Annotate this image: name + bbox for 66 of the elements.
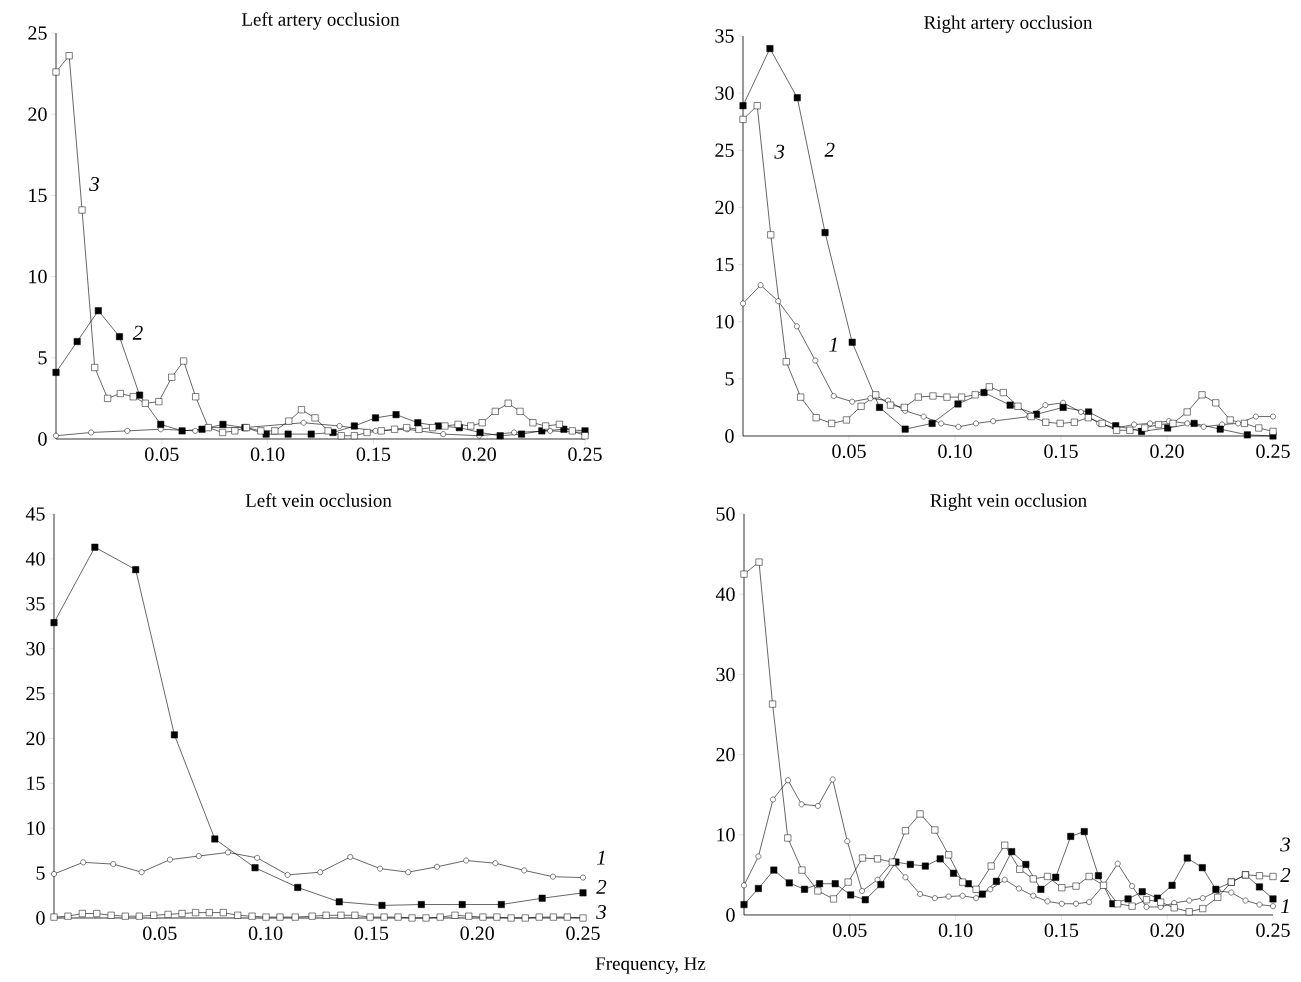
x-tick-label: 0.15 bbox=[354, 926, 389, 941]
x-tick-label: 0.10 bbox=[248, 926, 283, 941]
x-tick-label: 0.10 bbox=[938, 923, 973, 938]
x-tick-label: 0.25 bbox=[1256, 444, 1290, 459]
y-tick-label: 30 bbox=[715, 86, 734, 100]
x-tick-label: 0.15 bbox=[1044, 444, 1078, 459]
x-tick-label: 0.05 bbox=[145, 447, 179, 462]
x-tick-label: 0.20 bbox=[460, 926, 494, 941]
series-label: 3 bbox=[89, 176, 100, 192]
y-tick-label: 5 bbox=[38, 351, 47, 365]
series-label: 3 bbox=[1280, 837, 1290, 852]
series-label: 3 bbox=[596, 904, 606, 920]
y-tick-label: 15 bbox=[29, 188, 47, 203]
y-tick-label: 10 bbox=[717, 828, 735, 842]
x-tick-label: 0.20 bbox=[1150, 923, 1184, 938]
y-tick-label: 0 bbox=[726, 908, 735, 922]
y-tick-label: 40 bbox=[25, 552, 45, 566]
x-tick-label: 0.10 bbox=[938, 444, 972, 459]
y-tick-label: 10 bbox=[716, 314, 734, 329]
series-label: 2 bbox=[1280, 867, 1291, 882]
y-tick-label: 25 bbox=[26, 686, 45, 701]
x-tick-label: 0.05 bbox=[832, 444, 866, 459]
x-tick-label: 0.25 bbox=[1256, 923, 1290, 938]
x-tick-label: 0.10 bbox=[250, 447, 285, 462]
series-label: 2 bbox=[596, 879, 607, 894]
y-tick-label: 5 bbox=[36, 866, 45, 880]
y-tick-label: 15 bbox=[716, 257, 734, 272]
chart-title: Right artery occlusion bbox=[924, 15, 1093, 33]
y-tick-label: 45 bbox=[25, 507, 45, 521]
series-label: 1 bbox=[1280, 899, 1289, 914]
x-tick-label: 0.15 bbox=[356, 447, 391, 462]
y-tick-label: 0 bbox=[36, 911, 45, 925]
x-tick-label: 0.20 bbox=[462, 447, 496, 462]
series-label: 1 bbox=[829, 337, 837, 352]
y-tick-label: 20 bbox=[715, 200, 734, 215]
series-label: 3 bbox=[774, 144, 785, 159]
y-tick-label: 35 bbox=[26, 597, 45, 611]
y-tick-label: 20 bbox=[716, 747, 735, 762]
x-tick-label: 0.15 bbox=[1044, 923, 1079, 938]
y-tick-label: 35 bbox=[715, 29, 734, 43]
y-tick-label: 10 bbox=[29, 269, 47, 284]
y-tick-label: 50 bbox=[716, 507, 735, 521]
y-tick-label: 40 bbox=[715, 587, 735, 601]
series-label: 2 bbox=[132, 325, 143, 340]
y-tick-label: 30 bbox=[26, 641, 45, 656]
x-tick-label: 0.25 bbox=[568, 447, 602, 462]
y-tick-label: 25 bbox=[715, 143, 734, 157]
y-tick-label: 0 bbox=[725, 429, 734, 443]
chart-title: Right vein occlusion bbox=[930, 493, 1087, 511]
chart-title: Left vein occlusion bbox=[245, 493, 392, 507]
x-tick-label: 0.25 bbox=[566, 926, 600, 941]
series-label: 2 bbox=[824, 142, 835, 157]
x-tick-label: 0.20 bbox=[1150, 444, 1184, 459]
y-tick-label: 25 bbox=[28, 26, 47, 40]
y-tick-label: 10 bbox=[27, 821, 45, 835]
x-axis-title: Frequency, Hz bbox=[595, 957, 706, 974]
x-tick-label: 0.05 bbox=[143, 926, 177, 941]
y-tick-label: 15 bbox=[27, 776, 45, 791]
y-tick-label: 0 bbox=[38, 432, 47, 446]
y-tick-label: 5 bbox=[725, 372, 734, 386]
y-tick-label: 20 bbox=[28, 107, 47, 121]
y-tick-label: 30 bbox=[716, 667, 735, 682]
y-tick-label: 20 bbox=[26, 731, 45, 746]
x-tick-label: 0.05 bbox=[833, 923, 867, 938]
chart-title: Left artery occlusion bbox=[241, 12, 400, 30]
series-label: 1 bbox=[596, 850, 605, 865]
